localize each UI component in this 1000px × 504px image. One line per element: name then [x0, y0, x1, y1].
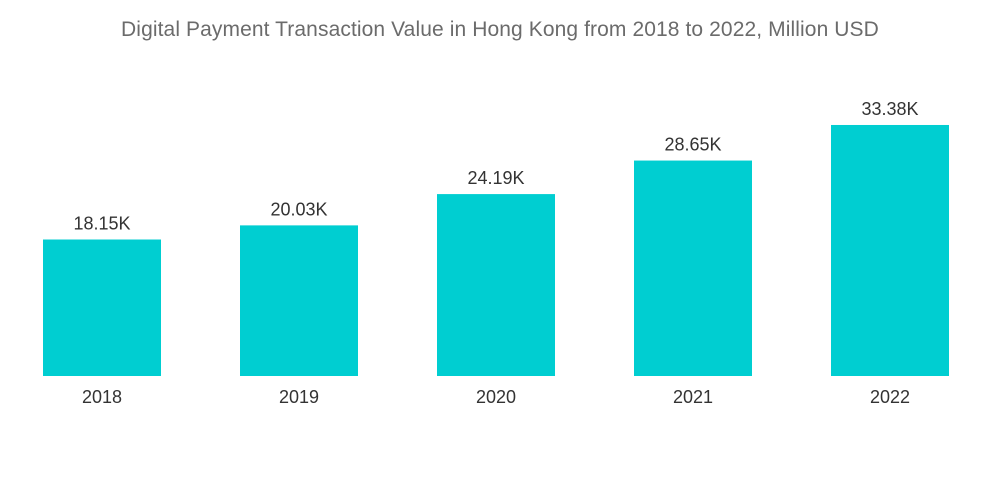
bar-2021	[634, 160, 752, 376]
x-tick-label-2018: 2018	[82, 387, 122, 407]
x-tick-label-2021: 2021	[673, 387, 713, 407]
value-labels-group: 18.15K 20.03K 24.19K 28.65K 33.38K	[73, 99, 918, 234]
x-tick-label-2022: 2022	[870, 387, 910, 407]
bars-group	[43, 124, 949, 377]
bar-2019	[240, 225, 358, 376]
value-label-2019: 20.03K	[270, 199, 327, 219]
chart-title: Digital Payment Transaction Value in Hon…	[121, 18, 879, 41]
value-label-2022: 33.38K	[861, 99, 918, 119]
value-label-2021: 28.65K	[664, 135, 721, 155]
bar-2020	[437, 194, 555, 376]
x-tick-label-2019: 2019	[279, 387, 319, 407]
x-tick-label-2020: 2020	[476, 387, 516, 407]
bar-2018	[43, 239, 161, 376]
value-label-2020: 24.19K	[467, 168, 524, 188]
value-label-2018: 18.15K	[73, 214, 130, 234]
bar-2022	[831, 124, 949, 377]
x-axis-tick-labels: 2018 2019 2020 2021 2022	[82, 387, 910, 407]
